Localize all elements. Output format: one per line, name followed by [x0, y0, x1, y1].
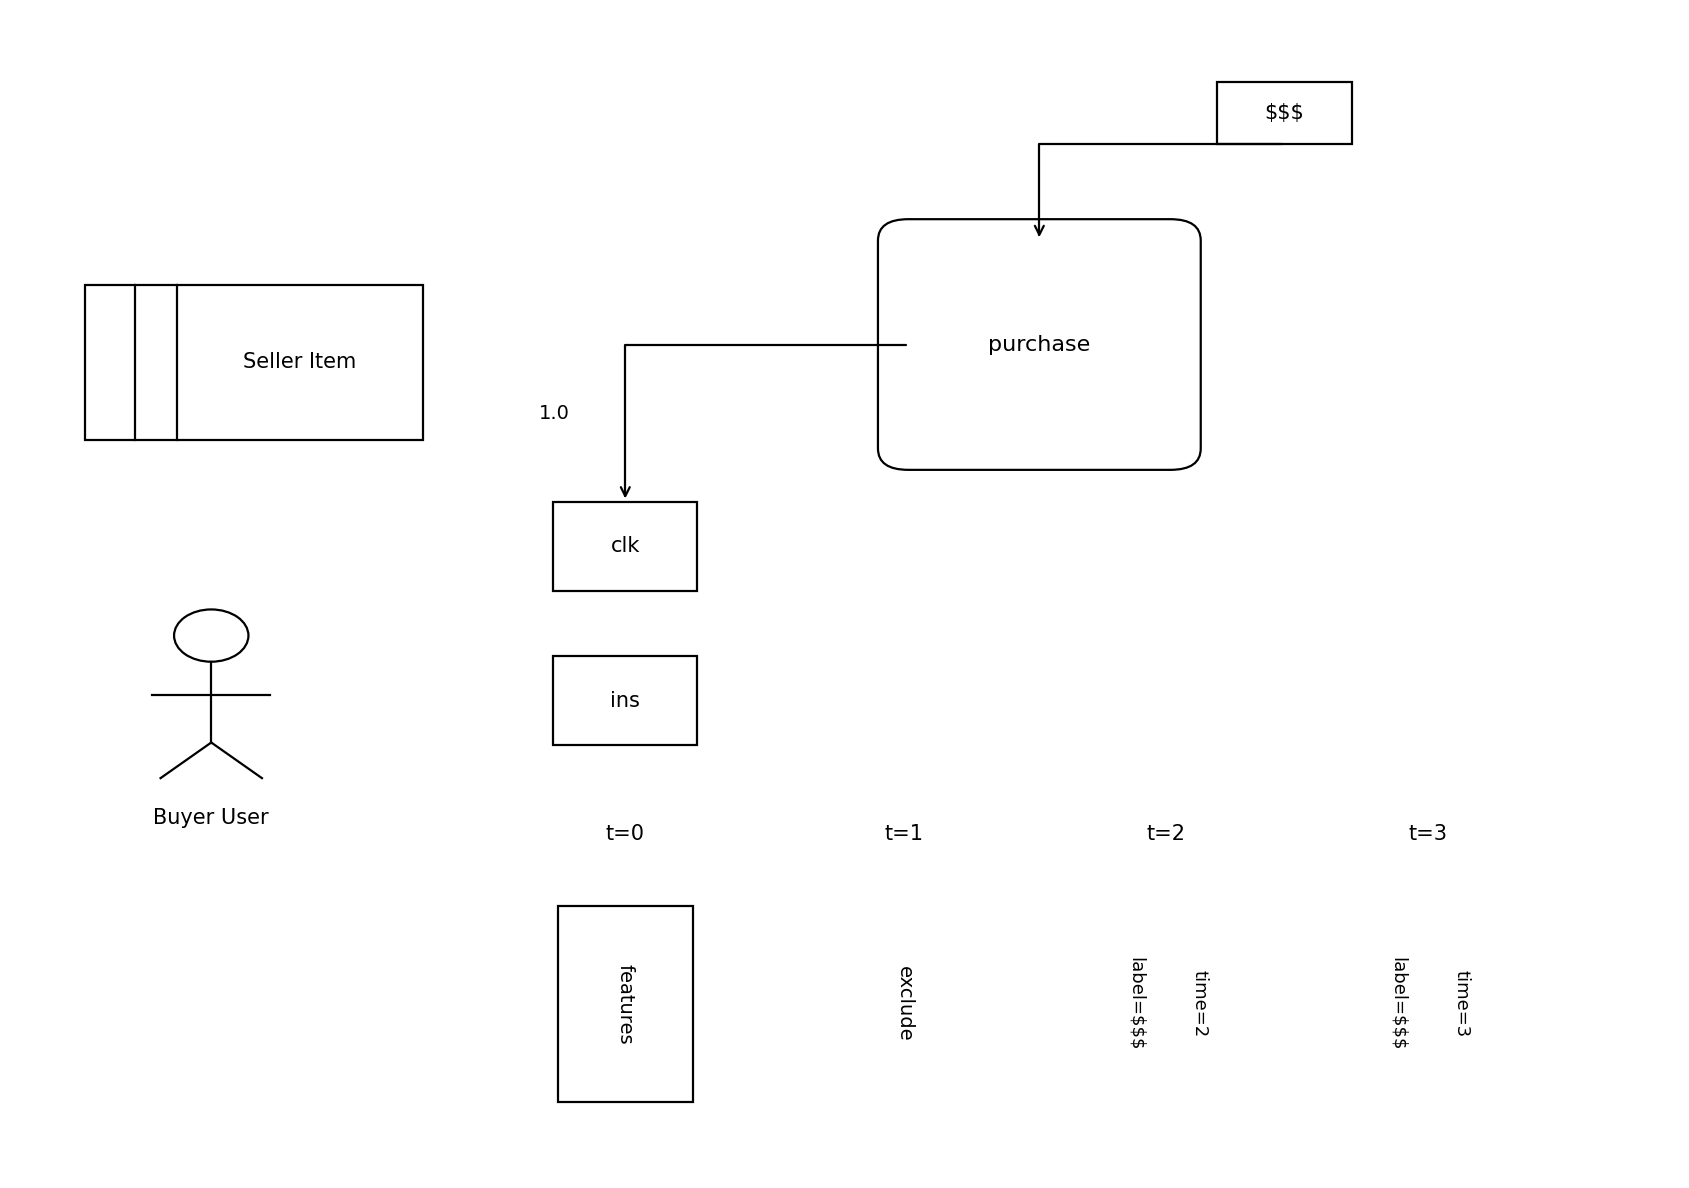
- Text: Buyer User: Buyer User: [154, 808, 269, 828]
- Text: label=$$$: label=$$$: [1388, 958, 1405, 1050]
- Text: exclude: exclude: [893, 966, 914, 1042]
- Text: time=3: time=3: [1453, 971, 1469, 1037]
- Bar: [554, 656, 698, 746]
- Text: ins: ins: [610, 691, 640, 710]
- Text: 1.0: 1.0: [539, 404, 569, 423]
- Text: t=2: t=2: [1145, 824, 1186, 843]
- Text: clk: clk: [610, 537, 640, 556]
- Text: features: features: [615, 963, 635, 1044]
- Text: t=0: t=0: [605, 824, 645, 843]
- Text: label=$$$: label=$$$: [1127, 958, 1143, 1050]
- FancyBboxPatch shape: [878, 220, 1199, 470]
- Text: purchase: purchase: [988, 335, 1089, 354]
- Bar: [557, 906, 692, 1102]
- Text: t=3: t=3: [1407, 824, 1447, 843]
- Text: t=1: t=1: [883, 824, 924, 843]
- Text: $$$: $$$: [1263, 103, 1304, 122]
- Text: Seller Item: Seller Item: [243, 353, 356, 372]
- Bar: [84, 285, 422, 440]
- Text: time=2: time=2: [1191, 971, 1208, 1037]
- Bar: [554, 503, 698, 592]
- Bar: [1216, 82, 1351, 144]
